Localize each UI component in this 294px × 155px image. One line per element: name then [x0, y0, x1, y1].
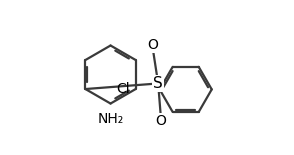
Text: S: S: [153, 76, 163, 91]
Text: Cl: Cl: [116, 82, 130, 96]
Text: O: O: [147, 38, 158, 52]
Text: NH₂: NH₂: [97, 112, 124, 126]
Text: O: O: [156, 114, 167, 128]
